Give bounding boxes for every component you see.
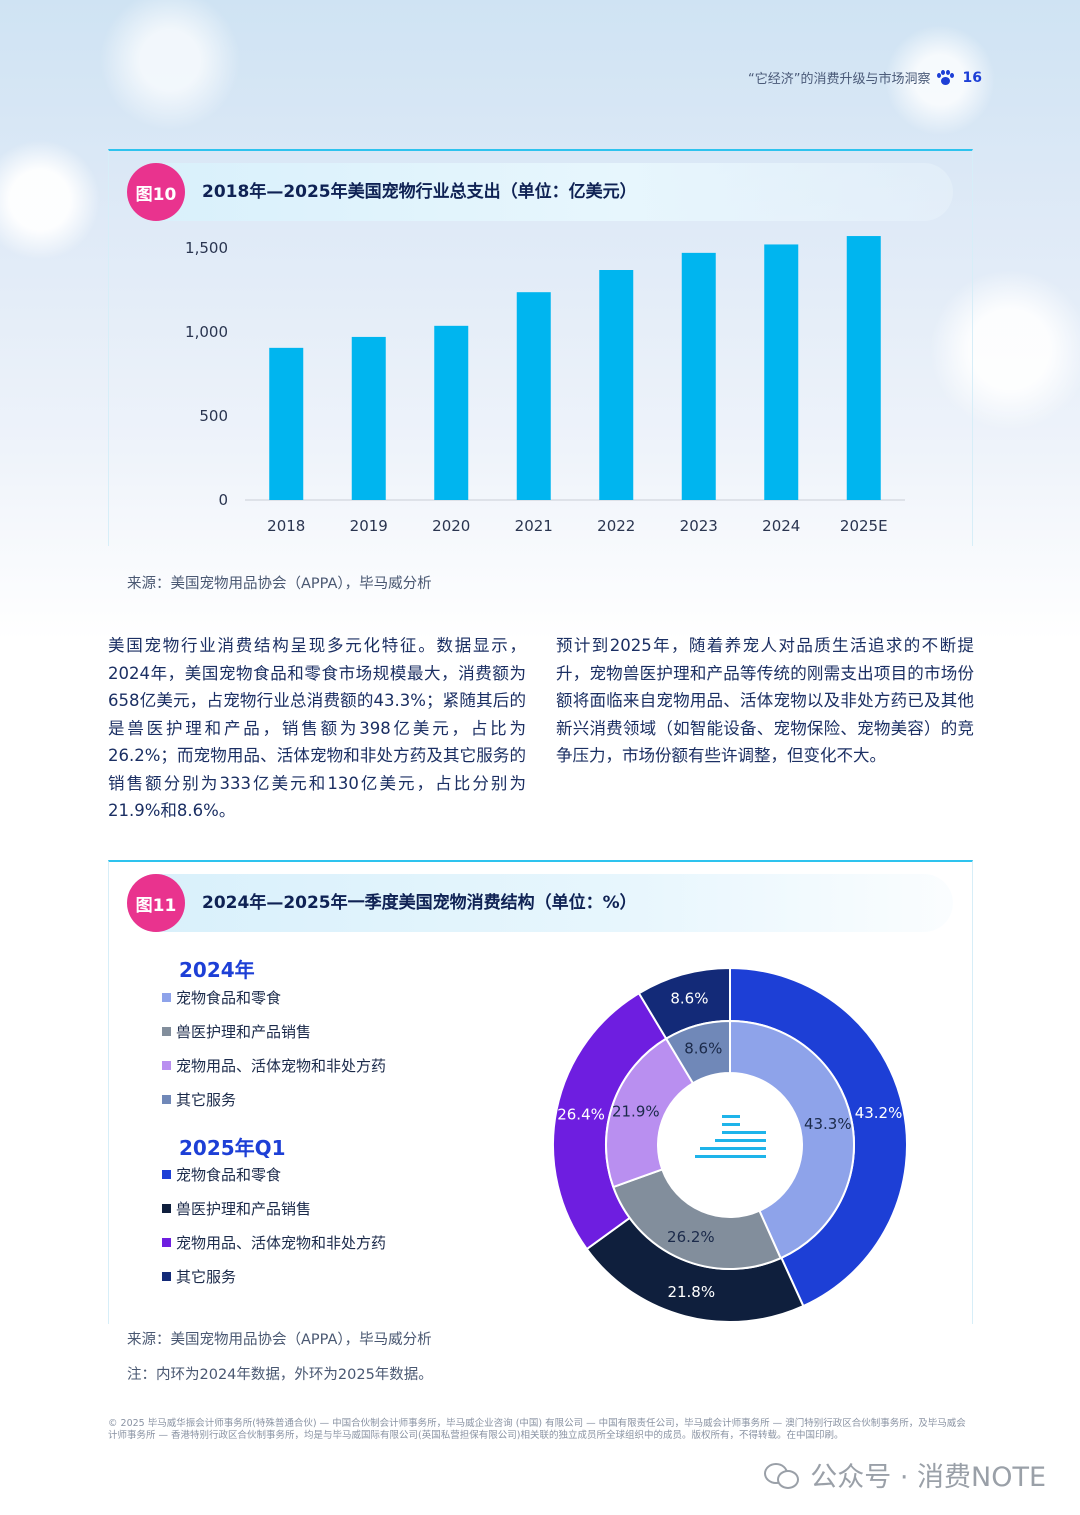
inner-value-label: 21.9% xyxy=(612,1102,660,1120)
legend-swatch xyxy=(162,1204,171,1213)
x-tick-label: 2018 xyxy=(267,517,305,535)
page-number: 16 xyxy=(962,69,982,86)
legend-label: 宠物用品、活体宠物和非处方药 xyxy=(176,1057,387,1075)
legend-label: 其它服务 xyxy=(176,1268,237,1286)
running-header: “它经济”的消费升级与市场洞察 16 xyxy=(748,68,982,87)
y-tick-label: 500 xyxy=(199,407,228,425)
legend-2025-item: 其它服务 xyxy=(162,1266,236,1287)
bar-chart: 0 500 1,000 1,500 2018 2019 2020 2021 2022 2023 20… xyxy=(185,236,905,535)
legend-swatch xyxy=(162,1061,171,1070)
body-left-paragraph: 美国宠物行业消费结构呈现多元化特征。数据显示，2024年，美国宠物食品和零食市场… xyxy=(108,636,526,820)
y-tick-label: 1,500 xyxy=(185,239,228,257)
icon-stroke xyxy=(700,1147,766,1150)
outer-value-label: 43.2% xyxy=(855,1104,903,1122)
bar xyxy=(846,236,881,500)
figure10-badge: 图10 xyxy=(127,163,185,221)
legend-swatch xyxy=(162,993,171,1002)
watermark-text: 公众号 · 消费NOTE xyxy=(810,1462,1046,1493)
inner-value-label: 43.3% xyxy=(804,1115,852,1133)
legend-label: 兽医护理和产品销售 xyxy=(176,1023,312,1041)
figure10-header: 图10 2018年—2025年美国宠物行业总支出（单位：亿美元） xyxy=(127,163,953,221)
inner-value-label: 8.6% xyxy=(684,1040,722,1058)
legend-2025-item: 兽医护理和产品销售 xyxy=(162,1198,311,1219)
figure11-source: 来源：美国宠物用品协会（APPA），毕马威分析 xyxy=(127,1332,432,1348)
figure10-title: 2018年—2025年美国宠物行业总支出（单位：亿美元） xyxy=(202,182,637,202)
running-title: “它经济”的消费升级与市场洞察 xyxy=(748,72,931,87)
inner-ring-slice xyxy=(729,1019,855,1260)
paw-icon xyxy=(936,69,954,86)
watermark: 公众号 · 消费NOTE xyxy=(764,1455,1046,1494)
figure11-note: 注：内环为2024年数据，外环为2025年数据。 xyxy=(127,1367,433,1383)
inner-ring-slice xyxy=(612,1168,782,1270)
x-tick-label: 2021 xyxy=(515,517,553,535)
x-tick-label: 2025E xyxy=(840,517,888,535)
legend-label: 兽医护理和产品销售 xyxy=(176,1200,312,1218)
icon-stroke xyxy=(715,1139,766,1142)
inner-ring-slice xyxy=(664,1019,731,1085)
legend-2024-item: 其它服务 xyxy=(162,1089,236,1110)
y-tick-label: 0 xyxy=(218,491,228,509)
inner-value-label: 26.2% xyxy=(667,1228,715,1246)
legend-2025-title: 2025年Q1 xyxy=(179,1136,286,1160)
wechat-icon xyxy=(764,1461,800,1489)
icon-stroke xyxy=(722,1115,740,1118)
footer-legal: © 2025 毕马威华振会计师事务所(特殊普通合伙) — 中国合伙制会计师事务所… xyxy=(108,1418,966,1441)
legend-2024-title: 2024年 xyxy=(179,958,255,982)
legend-2024-item: 宠物食品和零食 xyxy=(162,987,281,1008)
figure11-title: 2024年—2025年一季度美国宠物消费结构（单位：%） xyxy=(202,893,637,913)
bar-stack-icon xyxy=(695,1115,766,1158)
icon-stroke xyxy=(722,1123,740,1126)
legend-swatch xyxy=(162,1238,171,1247)
donut-chart: 43.2% 21.8% 26.4% 8.6% 43.3% 26.2% 21.9% 8.6% xyxy=(552,966,908,1323)
x-tick-label: 2019 xyxy=(350,517,388,535)
x-tick-label: 2022 xyxy=(597,517,635,535)
bar xyxy=(599,270,634,500)
icon-stroke xyxy=(722,1131,766,1134)
bar xyxy=(681,252,716,500)
figure11-frame: 图11 2024年—2025年一季度美国宠物消费结构（单位：%） xyxy=(108,860,973,1324)
legend-swatch xyxy=(162,1170,171,1179)
legend-2024-item: 兽医护理和产品销售 xyxy=(162,1021,311,1042)
legend-2024-item: 宠物用品、活体宠物和非处方药 xyxy=(162,1055,386,1076)
body-right-paragraph: 预计到2025年，随着养宠人对品质生活追求的不断提升，宠物兽医护理和产品等传统的… xyxy=(556,636,974,765)
x-tick-label: 2020 xyxy=(432,517,470,535)
outer-value-label: 26.4% xyxy=(557,1106,605,1124)
figure11-badge: 图11 xyxy=(127,874,185,932)
figure10-source: 来源：美国宠物用品协会（APPA），毕马威分析 xyxy=(127,576,432,592)
x-tick-label: 2024 xyxy=(762,517,800,535)
y-tick-label: 1,000 xyxy=(185,323,228,341)
bar xyxy=(764,244,799,500)
x-tick-label: 2023 xyxy=(680,517,718,535)
outer-value-label: 8.6% xyxy=(670,990,708,1008)
legend-2025-item: 宠物食品和零食 xyxy=(162,1164,281,1185)
legend-label: 宠物食品和零食 xyxy=(176,989,282,1007)
icon-stroke xyxy=(695,1155,766,1158)
outer-value-label: 21.8% xyxy=(667,1283,715,1301)
legend-label: 宠物用品、活体宠物和非处方药 xyxy=(176,1234,387,1252)
bar xyxy=(516,292,551,500)
legend-label: 宠物食品和零食 xyxy=(176,1166,282,1184)
legend-2025-item: 宠物用品、活体宠物和非处方药 xyxy=(162,1232,386,1253)
figure10-frame: 图10 2018年—2025年美国宠物行业总支出（单位：亿美元） xyxy=(108,149,973,546)
bar xyxy=(269,347,304,500)
legend-swatch xyxy=(162,1272,171,1281)
legend-label: 其它服务 xyxy=(176,1091,237,1109)
legend-swatch xyxy=(162,1095,171,1104)
bar xyxy=(351,336,386,500)
figure11-header: 图11 2024年—2025年一季度美国宠物消费结构（单位：%） xyxy=(127,874,953,932)
bar xyxy=(434,325,469,500)
legend-swatch xyxy=(162,1027,171,1036)
